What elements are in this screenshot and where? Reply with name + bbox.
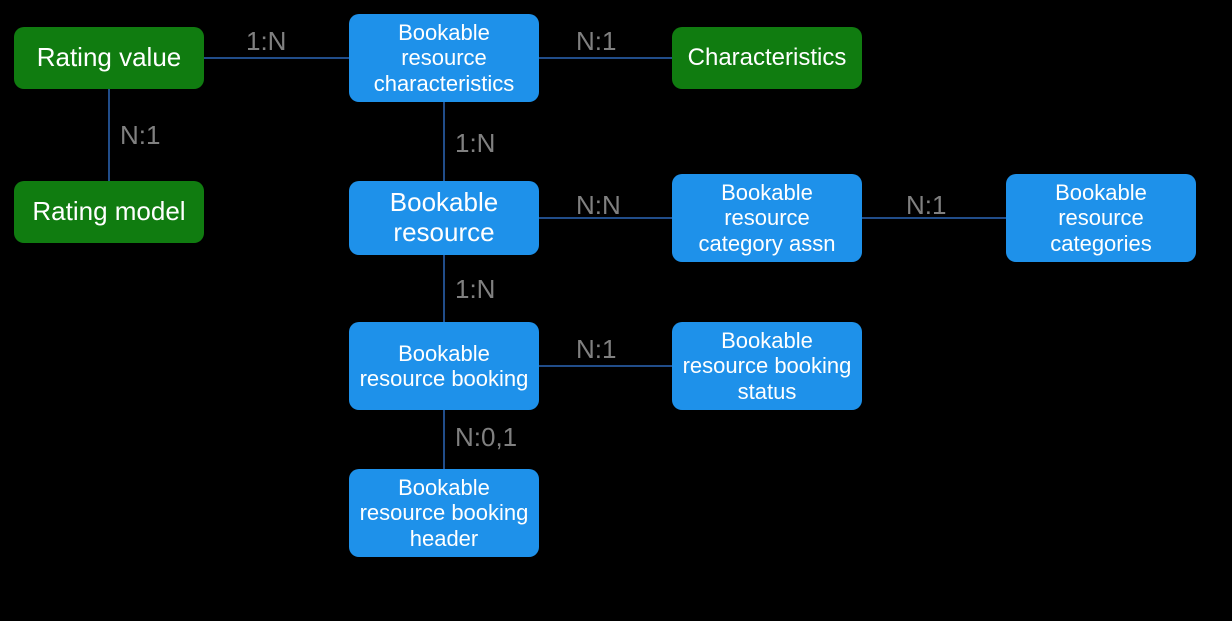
node-br_bk_status: Bookable resource booking status xyxy=(672,322,862,410)
node-br_cat_assn: Bookable resource category assn xyxy=(672,174,862,262)
edge-label: N:1 xyxy=(906,190,946,221)
edge-layer xyxy=(0,0,1232,621)
node-characteristics: Characteristics xyxy=(672,27,862,89)
node-br_bk_header: Bookable resource booking header xyxy=(349,469,539,557)
node-label: Bookable resource categories xyxy=(1014,180,1188,256)
node-label: Rating model xyxy=(32,197,185,227)
node-label: Bookable resource booking header xyxy=(357,475,531,551)
node-br: Bookable resource xyxy=(349,181,539,255)
node-label: Bookable resource booking xyxy=(357,341,531,392)
node-label: Rating value xyxy=(37,43,182,73)
node-rating_model: Rating model xyxy=(14,181,204,243)
node-label: Bookable resource booking status xyxy=(680,328,854,404)
node-label: Bookable resource xyxy=(357,188,531,248)
edge-label: N:1 xyxy=(576,334,616,365)
node-brc: Bookable resource characteristics xyxy=(349,14,539,102)
edge-label: 1:N xyxy=(455,128,495,159)
node-label: Bookable resource category assn xyxy=(680,180,854,256)
node-br_booking: Bookable resource booking xyxy=(349,322,539,410)
edge-label: 1:N xyxy=(246,26,286,57)
edge-label: 1:N xyxy=(455,274,495,305)
node-br_categories: Bookable resource categories xyxy=(1006,174,1196,262)
edge-label: N:N xyxy=(576,190,621,221)
edge-label: N:0,1 xyxy=(455,422,517,453)
edge-label: N:1 xyxy=(576,26,616,57)
node-label: Bookable resource characteristics xyxy=(357,20,531,96)
node-label: Characteristics xyxy=(688,44,847,72)
edge-label: N:1 xyxy=(120,120,160,151)
node-rating_value: Rating value xyxy=(14,27,204,89)
